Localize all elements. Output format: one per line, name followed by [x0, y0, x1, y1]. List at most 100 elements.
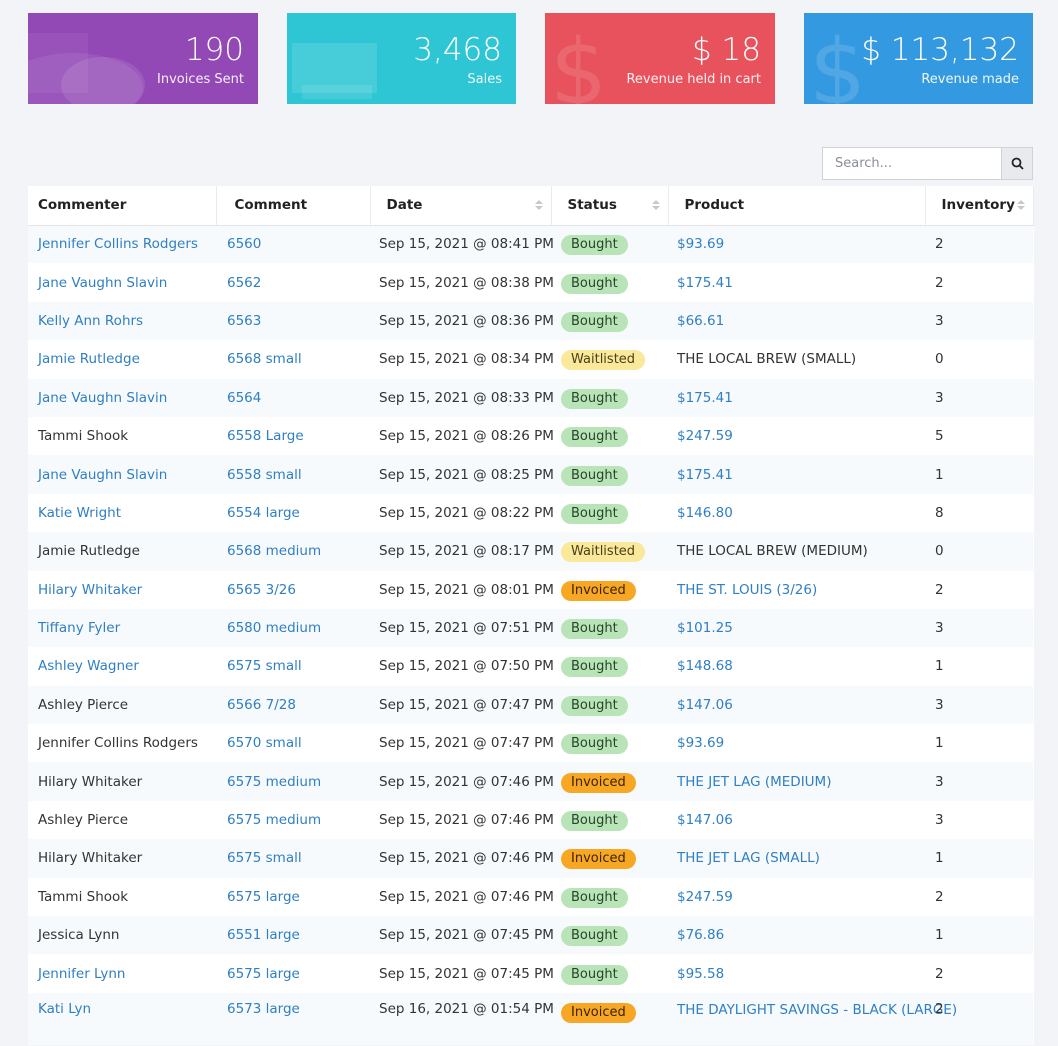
commenter-name[interactable]: Katie Wright	[38, 504, 121, 521]
product-link[interactable]: $147.06	[677, 696, 733, 713]
comment-link[interactable]: 6566 7/28	[227, 696, 296, 713]
product-link[interactable]: THE ST. LOUIS (3/26)	[677, 581, 818, 598]
product-link[interactable]: $93.69	[677, 735, 725, 752]
commenter-name[interactable]: Jane Vaughn Slavin	[38, 389, 168, 406]
stat-label: Revenue held in cart	[626, 72, 761, 87]
tag-icon	[292, 43, 377, 99]
comment-link[interactable]: 6560	[227, 236, 262, 253]
comment-link[interactable]: 6568 medium	[227, 543, 322, 560]
commenter-name[interactable]: Jennifer Collins Rodgers	[38, 236, 198, 253]
date-cell: Sep 15, 2021 @ 08:34 PM	[370, 340, 554, 379]
comment-link[interactable]: 6551 large	[227, 927, 300, 944]
commenter-name[interactable]: Kelly Ann Rohrs	[38, 312, 144, 329]
comment-link[interactable]: 6575 small	[227, 850, 302, 867]
product-link: THE LOCAL BREW (SMALL)	[677, 351, 857, 368]
commenter-name[interactable]: Ashley Wagner	[38, 658, 139, 675]
column-header-status[interactable]: Status	[551, 186, 669, 226]
comment-link[interactable]: 6575 small	[227, 658, 302, 675]
table-header-row: Commenter Comment Date Status Product In…	[28, 186, 1034, 226]
comment-link[interactable]: 6563	[227, 312, 262, 329]
comment-link[interactable]: 6565 3/26	[227, 581, 296, 598]
column-label: Comment	[234, 197, 308, 214]
commenter-name[interactable]: Tiffany Fyler	[38, 620, 121, 637]
stat-card-invoices-sent: 190 Invoices Sent	[28, 13, 258, 104]
comment-link[interactable]: 6575 large	[227, 888, 300, 905]
product-link[interactable]: $175.41	[677, 389, 733, 406]
date-text: Sep 15, 2021 @ 07:47 PM	[379, 696, 554, 713]
comment-link[interactable]: 6558 Large	[227, 428, 304, 445]
product-link[interactable]: $93.69	[677, 236, 725, 253]
product-link[interactable]: $175.41	[677, 466, 733, 483]
column-header-inventory[interactable]: Inventory	[925, 186, 1034, 226]
status-cell: Invoiced	[551, 992, 668, 1045]
product-link[interactable]: $146.80	[677, 504, 733, 521]
product-link[interactable]: THE JET LAG (SMALL)	[677, 850, 820, 867]
inventory-cell: 2	[925, 263, 1033, 302]
product-cell: THE JET LAG (MEDIUM)	[668, 762, 925, 801]
product-link[interactable]: $101.25	[677, 620, 733, 637]
inventory-cell: 3	[925, 301, 1033, 341]
product-link[interactable]: $147.06	[677, 812, 733, 829]
inventory-count: 2	[935, 965, 944, 982]
commenter-name[interactable]: Jamie Rutledge	[38, 351, 140, 368]
product-link[interactable]: $247.59	[677, 888, 733, 905]
product-link[interactable]: $148.68	[677, 658, 733, 675]
column-header-product[interactable]: Product	[668, 186, 926, 226]
status-cell: Invoiced	[551, 762, 668, 801]
column-header-comment[interactable]: Comment	[216, 186, 371, 226]
date-cell: Sep 15, 2021 @ 08:26 PM	[370, 416, 554, 456]
inventory-cell: 0	[925, 340, 1033, 379]
date-text: Sep 15, 2021 @ 08:25 PM	[379, 466, 554, 483]
commenter-cell: Ashley Wagner	[28, 647, 216, 686]
product-link[interactable]: $247.59	[677, 428, 733, 445]
product-link[interactable]: $95.58	[677, 965, 725, 982]
commenter-name[interactable]: Jane Vaughn Slavin	[38, 274, 168, 291]
product-link[interactable]: $76.86	[677, 927, 725, 944]
status-cell: Bought	[551, 263, 668, 302]
commenter-name[interactable]: Jane Vaughn Slavin	[38, 466, 168, 483]
commenter-name[interactable]: Hilary Whitaker	[38, 581, 143, 598]
comment-link[interactable]: 6554 large	[227, 504, 300, 521]
product-link[interactable]: THE JET LAG (MEDIUM)	[677, 773, 832, 790]
column-header-commenter[interactable]: Commenter	[28, 186, 217, 226]
inventory-count: 2	[935, 888, 944, 905]
comment-link[interactable]: 6570 small	[227, 735, 302, 752]
comment-link[interactable]: 6568 small	[227, 351, 302, 368]
inventory-count: 3	[935, 696, 944, 713]
search-input[interactable]	[822, 147, 1001, 180]
comment-link[interactable]: 6558 small	[227, 466, 302, 483]
comment-cell: 6551 large	[216, 916, 370, 955]
comment-cell: 6575 medium	[216, 800, 370, 840]
commenter-cell: Ashley Pierce	[28, 685, 216, 725]
comment-cell: 6568 small	[216, 340, 370, 379]
comment-link[interactable]: 6575 medium	[227, 773, 322, 790]
status-cell: Bought	[551, 724, 668, 763]
column-label: Date	[386, 197, 423, 214]
comment-link[interactable]: 6573 large	[227, 1000, 300, 1017]
commenter-name: Ashley Pierce	[38, 812, 129, 829]
commenter-name[interactable]: Kati Lyn	[38, 1000, 92, 1017]
product-link[interactable]: $66.61	[677, 312, 725, 329]
comment-cell: 6564	[216, 378, 370, 417]
status-badge: Bought	[561, 926, 628, 947]
search-button[interactable]	[1001, 147, 1033, 180]
date-text: Sep 15, 2021 @ 08:22 PM	[379, 504, 554, 521]
inventory-count: 1	[935, 466, 944, 483]
status-badge: Bought	[561, 887, 628, 908]
table-row: Tiffany Fyler 6580 medium Sep 15, 2021 @ 0…	[28, 608, 1033, 648]
product-link[interactable]: THE DAYLIGHT SAVINGS - BLACK (LARGE)	[677, 1001, 958, 1018]
commenter-cell: Ashley Pierce	[28, 800, 216, 840]
column-header-date[interactable]: Date	[370, 186, 552, 226]
comment-link[interactable]: 6575 medium	[227, 812, 322, 829]
date-text: Sep 15, 2021 @ 08:34 PM	[379, 351, 554, 368]
comment-cell: 6573 large	[216, 992, 370, 1045]
comment-link[interactable]: 6564	[227, 389, 262, 406]
comment-link[interactable]: 6575 large	[227, 965, 300, 982]
product-link: THE LOCAL BREW (MEDIUM)	[677, 543, 868, 560]
comment-link[interactable]: 6562	[227, 274, 262, 291]
status-cell: Bought	[551, 455, 668, 494]
comment-link[interactable]: 6580 medium	[227, 620, 322, 637]
product-link[interactable]: $175.41	[677, 274, 733, 291]
date-text: Sep 16, 2021 @ 01:54 PM	[379, 1000, 554, 1017]
commenter-name[interactable]: Jennifer Lynn	[38, 965, 126, 982]
